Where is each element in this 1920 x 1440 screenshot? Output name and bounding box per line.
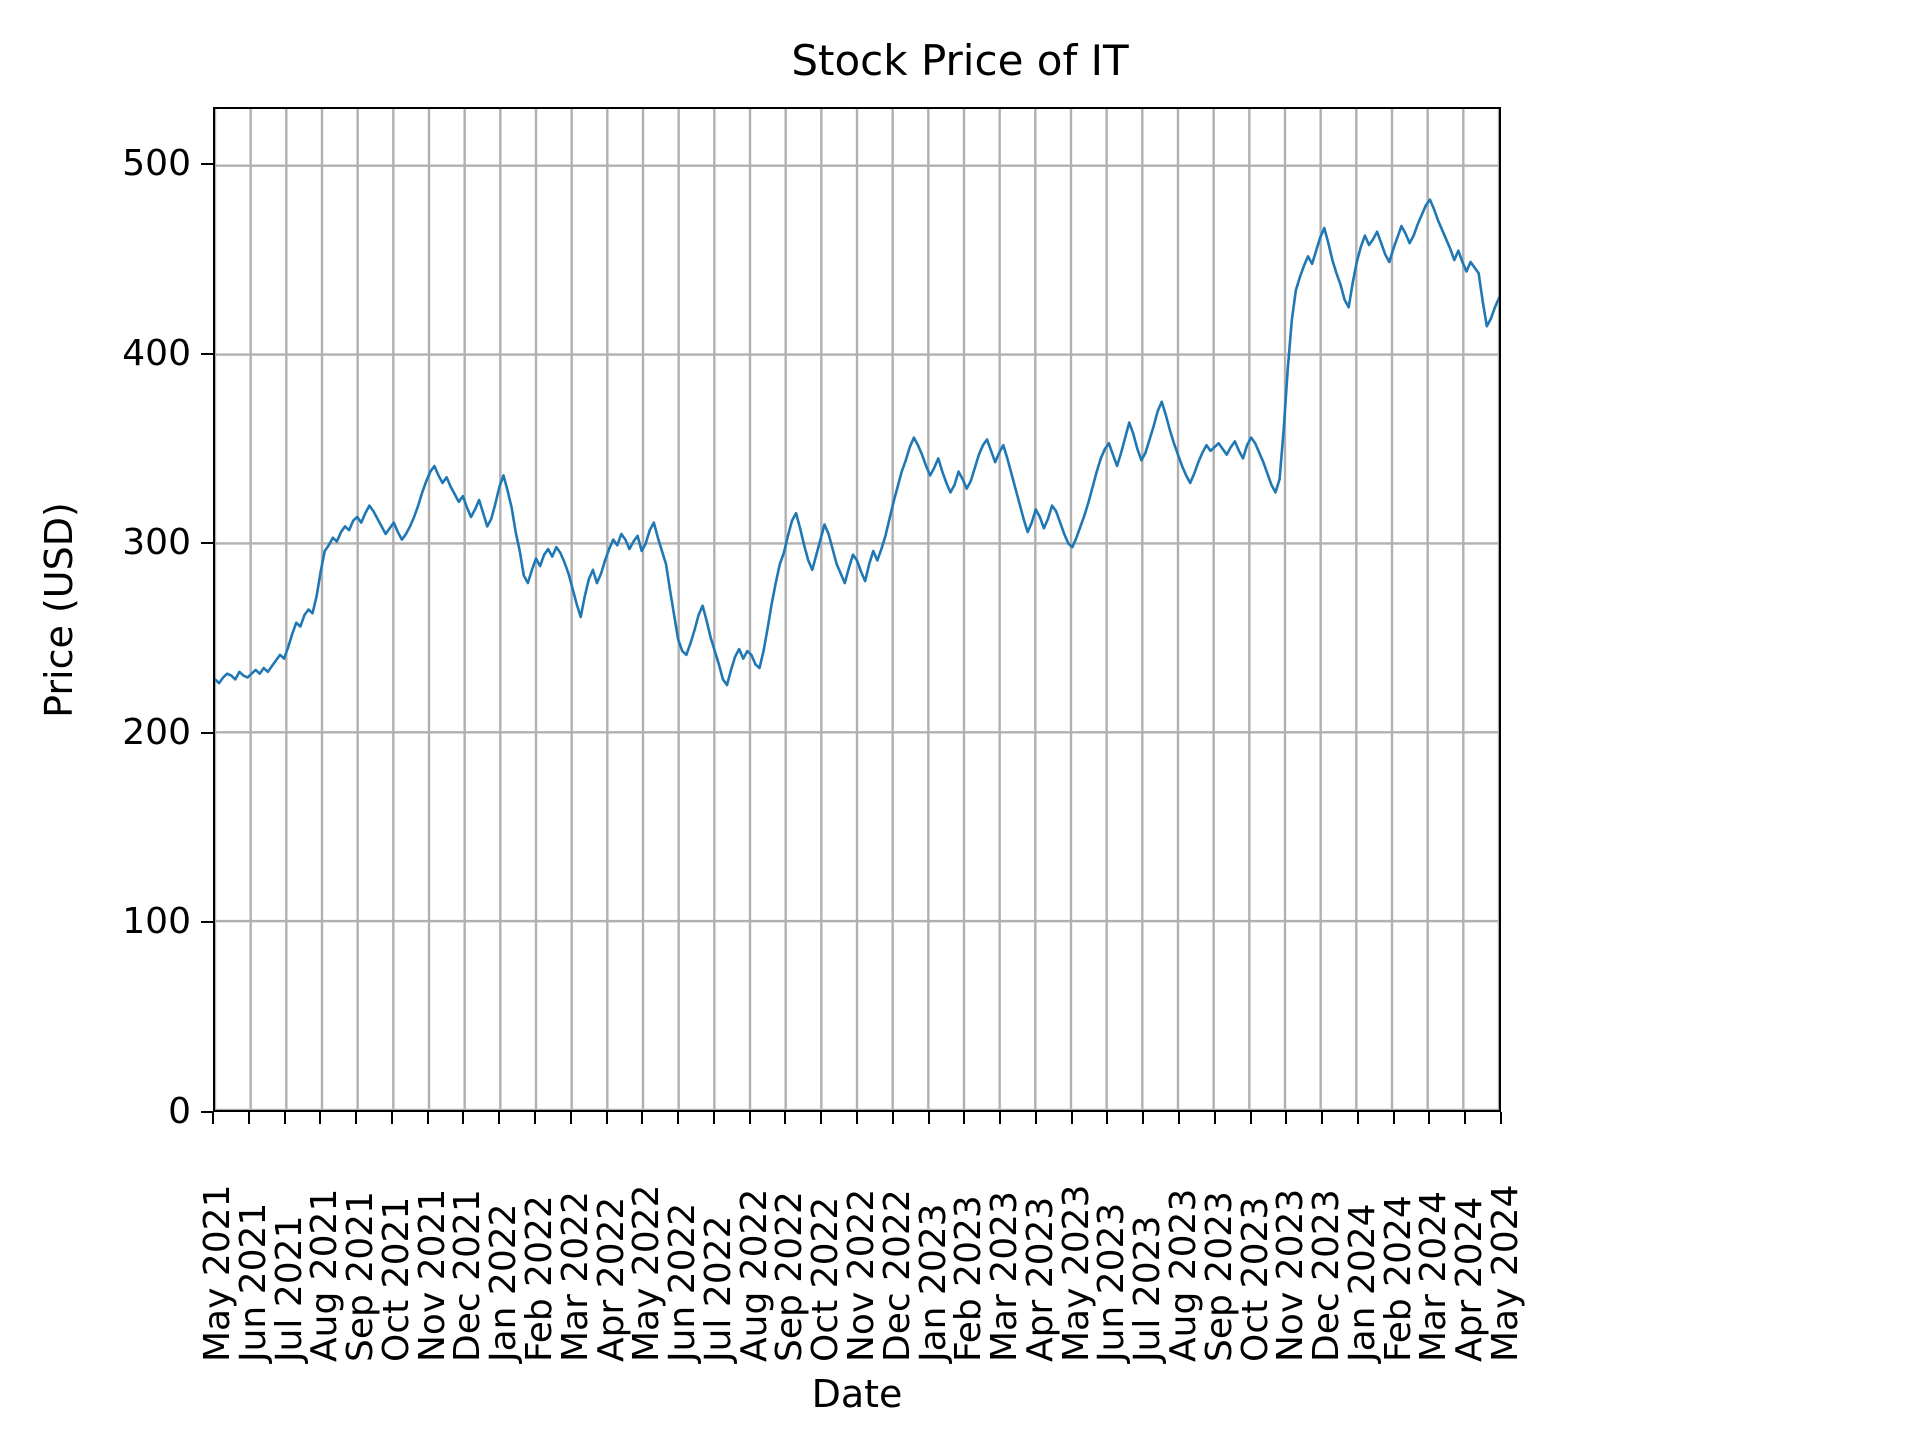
x-axis-tick-mark (1500, 1112, 1502, 1124)
x-axis-tick-mark (748, 1112, 751, 1124)
x-axis-tick-label: Mar 2023 (984, 1191, 1026, 1362)
x-axis-tick-mark (212, 1112, 214, 1124)
x-axis-tick-label: Feb 2024 (1377, 1195, 1419, 1362)
x-axis-tick-mark (820, 1112, 823, 1124)
y-axis-tick-label: 0 (168, 1091, 191, 1132)
price-line-series (215, 198, 1499, 687)
x-axis-tick-label: Apr 2023 (1019, 1196, 1061, 1362)
x-axis-tick-mark (605, 1112, 608, 1124)
x-axis-tick-mark (1356, 1112, 1359, 1124)
x-axis-tick-label: Nov 2023 (1270, 1188, 1312, 1362)
x-axis-tick-mark (283, 1112, 286, 1124)
x-axis-tick-mark (462, 1112, 465, 1124)
x-axis-tick-label: Jul 2022 (697, 1215, 739, 1363)
y-axis-tick-label: 400 (122, 332, 191, 374)
y-axis-tick-mark (201, 731, 213, 734)
y-axis-tick-mark (201, 542, 213, 545)
y-axis-tick-label: 500 (122, 142, 191, 184)
x-axis-tick-mark (1464, 1112, 1467, 1124)
x-axis-tick-label: Dec 2021 (447, 1189, 489, 1362)
x-axis-tick-label: Mar 2024 (1413, 1191, 1455, 1362)
x-axis-tick-mark (963, 1112, 966, 1124)
x-axis-tick-label: Oct 2021 (375, 1196, 417, 1362)
x-axis-tick-label: Aug 2023 (1163, 1188, 1204, 1362)
x-axis-tick-mark (247, 1112, 250, 1124)
x-axis-tick-mark (1070, 1112, 1073, 1124)
x-axis-tick-mark (1034, 1112, 1037, 1124)
x-axis-tick-label: Oct 2023 (1234, 1196, 1276, 1362)
y-axis-tick-label: 300 (122, 522, 191, 564)
x-axis-tick-mark (1321, 1112, 1324, 1124)
x-axis-tick-mark (426, 1112, 429, 1124)
x-axis-tick-mark (999, 1112, 1002, 1124)
x-axis-tick-mark (712, 1112, 715, 1124)
x-axis-tick-mark (1392, 1112, 1395, 1124)
x-axis-tick-label: Sep 2023 (1198, 1191, 1240, 1362)
x-axis-tick-label: Sep 2021 (340, 1191, 382, 1362)
y-axis-tick-mark (201, 162, 213, 165)
y-axis-tick-label: 100 (122, 901, 191, 943)
chart-title: Stock Price of IT (791, 36, 1129, 85)
x-axis-tick-label: Oct 2022 (805, 1196, 847, 1362)
plot-area (213, 107, 1501, 1112)
x-axis-tick-label: Sep 2022 (769, 1191, 811, 1362)
y-axis-tick-mark (201, 352, 213, 355)
grid-lines (215, 109, 1499, 1110)
y-axis-title: Price (USD) (37, 501, 81, 718)
y-axis-tick-mark (201, 1111, 213, 1113)
x-axis-tick-label: Jun 2023 (1091, 1202, 1133, 1362)
x-axis-tick-label: Nov 2022 (841, 1188, 882, 1362)
x-axis-tick-label: Jul 2023 (1127, 1215, 1169, 1363)
x-axis-tick-label: Jan 2023 (912, 1203, 954, 1362)
x-axis-tick-mark (677, 1112, 680, 1124)
x-axis-tick-mark (1213, 1112, 1216, 1124)
x-axis-tick-label: May 2024 (1485, 1184, 1526, 1363)
x-axis-tick-mark (641, 1112, 644, 1124)
x-axis-tick-mark (498, 1112, 501, 1124)
x-axis-tick-mark (891, 1112, 894, 1124)
x-axis-tick-label: May 2023 (1055, 1184, 1097, 1363)
x-axis-tick-mark (390, 1112, 393, 1124)
x-axis-tick-mark (355, 1112, 358, 1124)
x-axis-tick-mark (319, 1112, 322, 1124)
x-axis-tick-label: May 2021 (197, 1184, 238, 1363)
x-axis-tick-label: Feb 2023 (948, 1195, 990, 1362)
x-axis-tick-label: Nov 2021 (411, 1188, 453, 1362)
x-axis-tick-mark (1178, 1112, 1180, 1124)
x-axis-tick-label: Jul 2021 (268, 1215, 310, 1363)
x-axis-tick-label: Jun 2022 (662, 1202, 704, 1362)
x-axis-tick-mark (856, 1112, 858, 1124)
x-axis-tick-label: Jun 2021 (232, 1202, 274, 1362)
x-axis-tick-label: Dec 2022 (876, 1189, 918, 1362)
y-axis-title-container: Price (USD) (34, 107, 84, 1112)
y-axis-tick-label: 200 (122, 711, 191, 753)
x-axis-tick-label: Jan 2022 (483, 1203, 525, 1362)
x-axis-tick-mark (784, 1112, 787, 1124)
x-axis-tick-mark (1249, 1112, 1252, 1124)
x-axis-tick-label: May 2022 (626, 1184, 668, 1363)
x-axis-tick-label: Aug 2021 (304, 1188, 346, 1362)
x-axis-tick-label: Apr 2022 (590, 1196, 632, 1362)
x-axis-title: Date (811, 1372, 903, 1416)
y-axis-tick-marks (0, 107, 213, 1113)
y-axis-tick-mark (201, 921, 213, 924)
x-axis-tick-label: Jan 2024 (1341, 1203, 1383, 1362)
x-axis-tick-labels: May 2021 Jun 2021 Jul 2021 Aug 2021 Sep 2021… (197, 1112, 1526, 1382)
x-axis-tick-mark (1285, 1112, 1288, 1124)
x-axis-tick-mark (927, 1112, 930, 1124)
x-axis-tick-mark (1106, 1112, 1109, 1124)
y-axis-tick-labels: 0 100 200 300 400 500 (0, 107, 213, 1129)
x-axis-tick-label: Dec 2023 (1306, 1189, 1348, 1362)
x-axis-tick-label: Aug 2022 (733, 1188, 775, 1362)
x-axis-tick-label: Feb 2022 (519, 1195, 560, 1362)
x-axis-tick-label: Apr 2024 (1449, 1196, 1491, 1362)
x-axis-tick-mark (569, 1112, 572, 1124)
x-axis-tick-mark (534, 1112, 536, 1124)
x-axis-tick-mark (1428, 1112, 1431, 1124)
x-axis-tick-label: Mar 2022 (554, 1191, 596, 1362)
x-axis-tick-mark (1142, 1112, 1145, 1124)
